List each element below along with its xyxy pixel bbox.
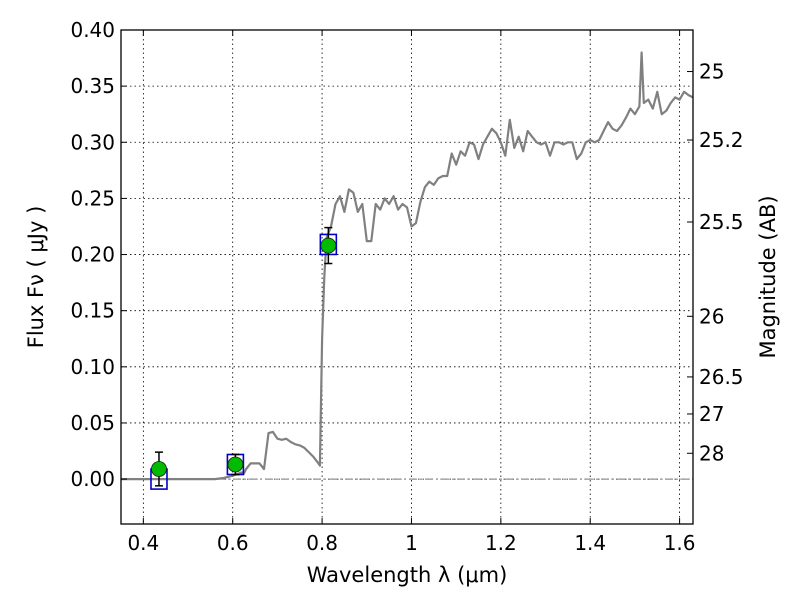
y-tick-label: 0.35 (70, 74, 115, 98)
y-tick-label: 0.40 (70, 18, 115, 42)
x-tick-label: 0.4 (127, 531, 159, 555)
right-tick-label: 27 (699, 402, 724, 426)
plot-frame (120, 29, 694, 525)
right-tick-label: 28 (699, 441, 724, 465)
right-tick-label: 25 (699, 60, 724, 84)
observed-flux-point (151, 461, 167, 477)
right-axis-label: Magnitude (AB) (756, 195, 780, 358)
y-tick-label: 0.10 (70, 355, 115, 379)
plot-background (121, 30, 693, 524)
y-tick-label: 0.15 (70, 299, 115, 323)
observed-flux-point (227, 456, 244, 473)
x-axis-ticks: 0.4 0.6 0.8 1 1.2 1.4 1.6 (127, 30, 696, 555)
right-tick-label: 25.5 (699, 210, 744, 234)
x-tick-label: 0.8 (306, 531, 338, 555)
x-tick-label: 1.4 (574, 531, 606, 555)
y-tick-label: 0.25 (70, 186, 115, 210)
y-tick-label: 0.05 (70, 411, 115, 435)
right-axis-ticks: 25 25.2 25.5 26 26.5 27 28 (687, 60, 744, 465)
observed-flux-point (320, 237, 337, 254)
model-spectrum-line (121, 51, 694, 481)
observed-photometry-group (151, 226, 337, 487)
right-tick-label: 26 (699, 304, 724, 328)
y-axis-label: Flux Fν ( μJy ) (24, 206, 48, 349)
model-spectrum-group (121, 51, 694, 481)
x-tick-label: 0.6 (217, 531, 249, 555)
x-tick-label: 1.2 (485, 531, 517, 555)
y-axis-ticks: 0.00 0.05 0.10 0.15 0.20 0.25 0.30 0.35 0.40 (70, 18, 127, 491)
y-tick-label: 0.30 (70, 130, 115, 154)
x-tick-label: 1 (405, 531, 418, 555)
y-tick-label: 0.20 (70, 243, 115, 267)
right-tick-label: 26.5 (699, 365, 744, 389)
x-axis-label: Wavelength λ (μm) (307, 563, 508, 587)
right-tick-label: 25.2 (699, 128, 744, 152)
x-tick-label: 1.6 (664, 531, 696, 555)
y-tick-label: 0.00 (70, 467, 115, 491)
